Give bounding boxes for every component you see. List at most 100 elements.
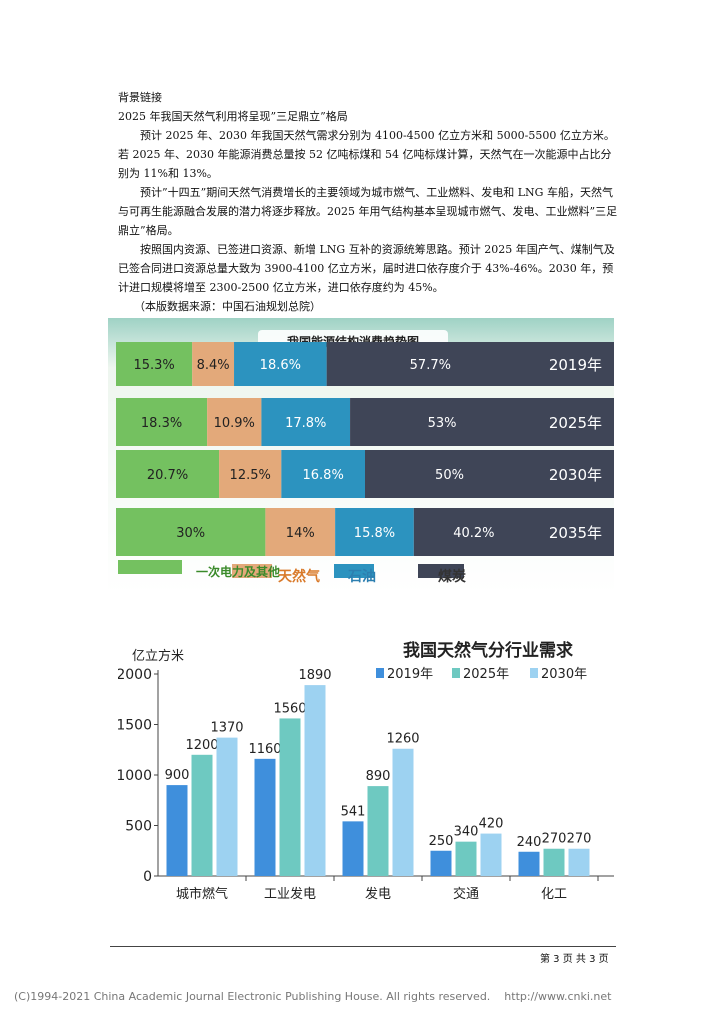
bar-value-label: 900: [165, 768, 190, 783]
bar-value-label: 250: [429, 834, 454, 849]
bar-segment: [219, 450, 282, 498]
footer-rule: [110, 946, 616, 947]
legend-label: 2025年: [463, 667, 509, 682]
legend-swatch: [118, 560, 182, 574]
bar-segment: [365, 450, 614, 498]
bar-value-label: 1890: [298, 668, 331, 683]
legend-label: 2030年: [541, 667, 587, 682]
bar-segment-label: 30%: [176, 526, 205, 541]
x-tick-label: 化工: [541, 887, 567, 902]
bar-segment-label: 57.7%: [410, 358, 451, 373]
bar: [342, 821, 364, 876]
bar: [367, 786, 389, 876]
x-tick-label: 交通: [453, 886, 479, 902]
bar: [166, 785, 188, 876]
bar-segment: [261, 398, 351, 446]
data-source-note: （本版数据来源：中国石油规划总院）: [134, 300, 321, 313]
year-label: 2025年: [549, 414, 602, 432]
copyright-notice: (C)1994-2021 China Academic Journal Elec…: [14, 990, 612, 1003]
bar-segment-label: 53%: [428, 416, 457, 431]
paragraph-fourteenth-plan: 预计”十四五”期间天然气消费增长的主要领域为城市燃气、工业燃料、发电和 LNG …: [118, 186, 618, 237]
legend-swatch: [232, 564, 272, 578]
bar: [392, 748, 414, 876]
bar-segment: [116, 342, 193, 386]
bar-segment: [234, 342, 327, 386]
page-number: 第 3 页 共 3 页: [540, 954, 609, 965]
bar-segment-label: 50%: [435, 468, 464, 483]
bar-segment-label: 17.8%: [285, 416, 326, 431]
legend-label: 一次电力及其他: [196, 564, 280, 579]
bar-segment: [326, 342, 614, 386]
bar-value-label: 1200: [185, 738, 218, 753]
bar-segment: [281, 450, 365, 498]
bar-segment-label: 15.8%: [354, 526, 395, 541]
bar-segment: [265, 508, 336, 556]
bar-value-label: 420: [479, 817, 504, 832]
bar: [304, 685, 326, 876]
y-tick-label: 1000: [118, 768, 152, 784]
legend-swatch: [452, 668, 460, 678]
bar: [430, 850, 452, 876]
bar-value-label: 1160: [248, 742, 281, 757]
bar-value-label: 270: [567, 832, 592, 847]
legend-swatch: [334, 564, 374, 578]
bar-segment: [116, 398, 208, 446]
year-label: 2030年: [549, 466, 602, 484]
bar-segment: [413, 508, 614, 556]
paragraph-demand: 预计 2025 年、2030 年我国天然气需求分别为 4100-4500 亿立方…: [118, 129, 615, 180]
bar: [191, 754, 213, 876]
year-label: 2035年: [549, 524, 602, 542]
bar: [216, 737, 238, 876]
bar-value-label: 340: [454, 825, 479, 840]
legend-label: 天然气: [278, 568, 320, 585]
legend-swatch: [418, 564, 464, 578]
bar-segment-label: 18.3%: [141, 416, 182, 431]
paragraph-resources: 按照国内资源、已签进口资源、新增 LNG 互补的资源统筹思路。预计 2025 年…: [118, 243, 615, 294]
bar-segment-label: 12.5%: [230, 468, 271, 483]
article-heading: 背景链接: [118, 91, 162, 104]
chart-title: 我国天然气分行业需求: [403, 640, 573, 661]
bar: [480, 833, 502, 876]
bar: [543, 848, 565, 876]
bar-segment: [335, 508, 414, 556]
bar-segment: [207, 398, 262, 446]
legend-label: 石油: [347, 568, 376, 585]
legend-swatch: [530, 668, 538, 678]
legend-swatch: [376, 668, 384, 678]
y-tick-label: 0: [143, 869, 152, 885]
y-tick-label: 500: [125, 819, 152, 835]
energy-structure-chart: 我国能源结构消费趋势图15.3%8.4%18.6%57.7%2019年18.3%…: [108, 318, 614, 594]
bar: [254, 758, 276, 876]
bar-value-label: 1560: [273, 701, 306, 716]
bar-segment-label: 20.7%: [147, 468, 188, 483]
bar-value-label: 1370: [210, 721, 243, 736]
x-tick-label: 工业发电: [264, 886, 316, 902]
year-label: 2019年: [549, 356, 602, 374]
bar: [279, 718, 301, 876]
x-tick-label: 城市燃气: [176, 886, 228, 902]
legend-label: 煤炭: [438, 568, 466, 585]
bar-segment-label: 14%: [286, 526, 315, 541]
x-tick-label: 发电: [365, 886, 391, 902]
y-tick-label: 1500: [118, 718, 152, 734]
y-tick-label: 2000: [118, 667, 152, 683]
bar-segment: [192, 342, 235, 386]
bar-segment: [350, 398, 614, 446]
bar-segment-label: 18.6%: [260, 358, 301, 373]
bar-value-label: 270: [542, 832, 567, 847]
bar-segment-label: 10.9%: [214, 416, 255, 431]
bar-segment-label: 8.4%: [197, 358, 230, 373]
legend-label: 2019年: [387, 667, 433, 682]
bar-segment-label: 16.8%: [303, 468, 344, 483]
bar-value-label: 1260: [386, 732, 419, 747]
y-axis-title: 亿立方米: [132, 648, 184, 664]
gas-demand-chart: 亿立方米 我国天然气分行业需求 2019年 2025年 2030年 0 500 1000 150…: [118, 640, 614, 902]
article-body: 背景链接 2025 年我国天然气利用将呈现”三足鼎立”格局 预计 2025 年、…: [118, 88, 618, 297]
bar: [518, 851, 540, 876]
bar-segment: [116, 508, 266, 556]
bar-value-label: 541: [341, 804, 366, 819]
bar-segment: [116, 450, 220, 498]
bar: [568, 848, 590, 876]
bar-segment-label: 40.2%: [453, 526, 494, 541]
bar-value-label: 890: [366, 769, 391, 784]
